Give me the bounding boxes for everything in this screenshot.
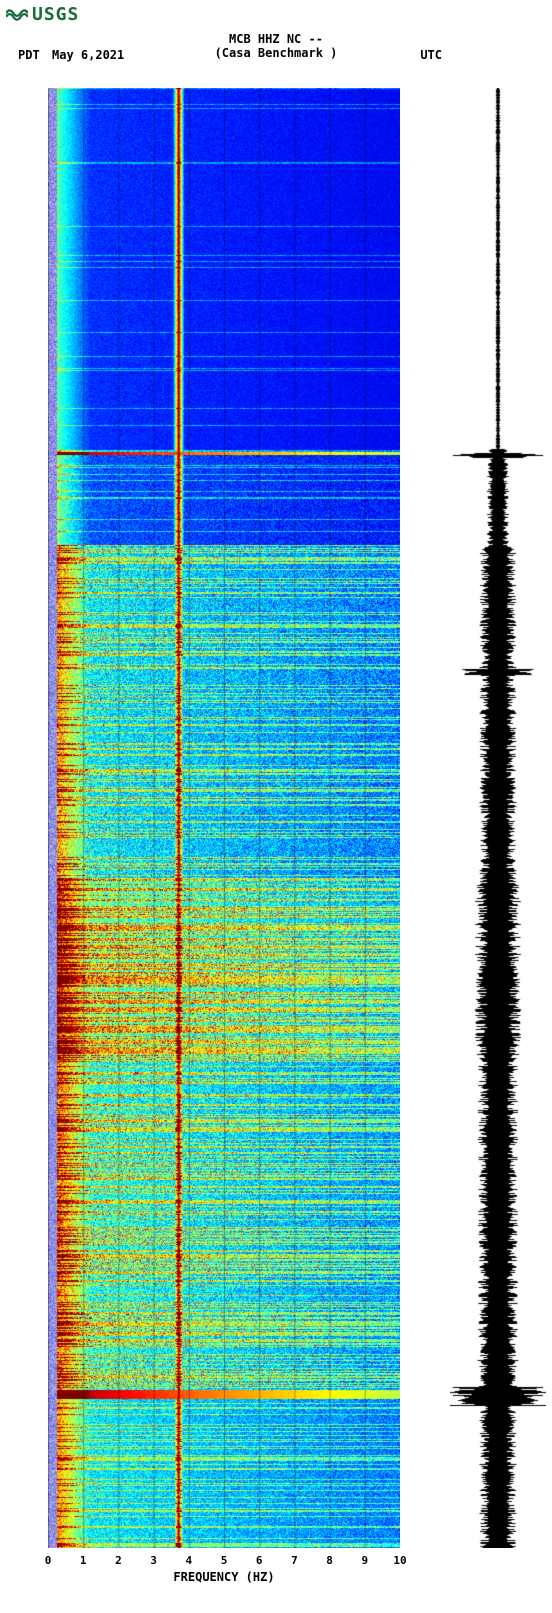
date-label: May 6,2021 [52,48,124,62]
frequency-tick: 1 [80,1554,87,1567]
usgs-logo: USGS [6,4,79,25]
frequency-tick: 8 [326,1554,333,1567]
frequency-tick: 6 [256,1554,263,1567]
frequency-tick: 10 [393,1554,406,1567]
frequency-tick: 3 [150,1554,157,1567]
frequency-tick: 0 [45,1554,52,1567]
logo-text: USGS [32,4,79,25]
frequency-tick: 7 [291,1554,298,1567]
frequency-tick: 4 [185,1554,192,1567]
title-line-1: MCB HHZ NC -- [0,32,552,46]
x-axis-label: FREQUENCY (HZ) [48,1570,400,1584]
spectrogram-plot: 00:0001:0002:0003:0004:0005:0006:0007:00… [48,88,400,1548]
spectrogram-canvas [48,88,400,1548]
frequency-tick: 2 [115,1554,122,1567]
wave-icon [6,7,28,23]
timezone-left-label: PDT [18,48,40,62]
frequency-tick: 9 [361,1554,368,1567]
waveform-panel [450,88,546,1548]
waveform-canvas [450,88,546,1548]
frequency-tick: 5 [221,1554,228,1567]
timezone-right-label: UTC [420,48,442,62]
